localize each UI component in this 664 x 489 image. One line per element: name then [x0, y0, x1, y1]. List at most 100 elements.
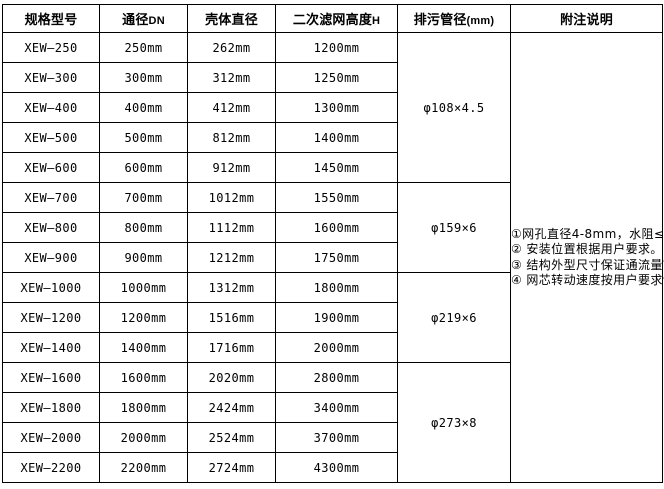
table-row: XEW—600 600mm 912mm 1450mm [2, 152, 663, 183]
cell-model: XEW—1200 [2, 302, 100, 333]
table-row: XEW—500 500mm 812mm 1400mm [2, 122, 663, 153]
table-row: XEW—250 250mm 262mm 1200mm φ108×4.5 ①网孔直径4-8m… [2, 32, 664, 483]
cell-height: 1400mm [275, 122, 398, 153]
cell-model: XEW—1600 [2, 362, 100, 393]
cell-height: 1200mm [275, 32, 398, 63]
cell-dn: 900mm [99, 242, 188, 273]
cell-height: 1900mm [275, 302, 398, 333]
column-header-model-label: 规格型号 [24, 12, 78, 27]
cell-shell: 2020mm [187, 362, 276, 393]
table-row: XEW—1200 1200mm 1516mm 1900mm [2, 302, 663, 333]
column-header-dn-label: 通径 [122, 12, 149, 27]
cell-model: XEW—700 [2, 182, 100, 213]
table-row: XEW—1000 1000mm 1312mm 1800mm φ219×6 [2, 272, 663, 363]
column-header-drain-sub: (mm) [466, 15, 495, 27]
column-header-shell-label: 壳体直径 [205, 12, 258, 27]
cell-height: 2800mm [275, 362, 398, 393]
header-row: 规格型号 通径DN 壳体直径 二次滤网高度H 排污管径(mm) 附注说明 [2, 4, 663, 33]
column-header-notes: 附注说明 [510, 4, 663, 33]
cell-shell: 1516mm [187, 302, 276, 333]
note-line: ③ 结构外型尺寸保证通流量前提下，按用户要求设计。 [511, 257, 664, 272]
cell-model: XEW—250 [2, 32, 100, 63]
cell-shell: 812mm [187, 122, 276, 153]
cell-height: 1300mm [275, 92, 398, 123]
cell-dn: 600mm [99, 152, 188, 183]
column-header-notes-label: 附注说明 [560, 12, 613, 27]
table-header: 规格型号 通径DN 壳体直径 二次滤网高度H 排污管径(mm) 附注说明 [2, 4, 663, 33]
specification-table: 规格型号 通径DN 壳体直径 二次滤网高度H 排污管径(mm) 附注说明 XEW… [2, 4, 664, 483]
cell-model: XEW—2000 [2, 422, 100, 453]
cell-model: XEW—300 [2, 62, 100, 93]
column-header-dn-sub: DN [148, 15, 165, 27]
cell-dn: 1200mm [99, 302, 188, 333]
cell-dn: 500mm [99, 122, 188, 153]
column-header-dn: 通径DN [99, 4, 188, 33]
table-row: XEW—900 900mm 1212mm 1750mm [2, 242, 663, 273]
cell-shell: 312mm [187, 62, 276, 93]
table-row: XEW—2200 2200mm 2724mm 4300mm [2, 452, 663, 483]
cell-shell: 2724mm [187, 452, 276, 483]
column-header-shell: 壳体直径 [187, 4, 276, 33]
column-header-height: 二次滤网高度H [275, 4, 398, 33]
column-header-height-sub: H [372, 15, 381, 27]
cell-shell: 1716mm [187, 332, 276, 363]
table-row: XEW—800 800mm 1112mm 1600mm [2, 212, 663, 243]
cell-shell: 262mm [187, 32, 276, 63]
cell-dn: 2200mm [99, 452, 188, 483]
cell-model: XEW—1000 [2, 272, 100, 303]
cell-dn: 250mm [99, 32, 188, 63]
cell-height: 4300mm [275, 452, 398, 483]
cell-drain-diameter: φ219×6 [397, 272, 511, 363]
cell-height: 1800mm [275, 272, 398, 303]
cell-model: XEW—900 [2, 242, 100, 273]
column-header-height-label: 二次滤网高度 [292, 12, 373, 27]
cell-dn: 700mm [99, 182, 188, 213]
cell-dn: 800mm [99, 212, 188, 243]
cell-shell: 912mm [187, 152, 276, 183]
cell-height: 1550mm [275, 182, 398, 213]
cell-model: XEW—2200 [2, 452, 100, 483]
cell-height: 1600mm [275, 212, 398, 243]
table-row: XEW—2000 2000mm 2524mm 3700mm [2, 422, 663, 453]
column-header-drain: 排污管径(mm) [397, 4, 511, 33]
cell-drain-diameter: φ108×4.5 [397, 32, 511, 183]
cell-dn: 300mm [99, 62, 188, 93]
cell-height: 1450mm [275, 152, 398, 183]
table-row: XEW—400 400mm 412mm 1300mm [2, 92, 663, 123]
cell-model: XEW—400 [2, 92, 100, 123]
cell-dn: 1400mm [99, 332, 188, 363]
cell-dn: 1600mm [99, 362, 188, 393]
table-row: XEW—300 300mm 312mm 1250mm [2, 62, 663, 93]
cell-height: 3400mm [275, 392, 398, 423]
cell-drain-diameter: φ273×8 [397, 362, 511, 483]
note-line: ①网孔直径4-8mm，水阻≤400mmH2O柱。 [511, 226, 664, 241]
cell-dn: 1000mm [99, 272, 188, 303]
column-header-model: 规格型号 [2, 4, 100, 33]
cell-shell: 1012mm [187, 182, 276, 213]
cell-model: XEW—1400 [2, 332, 100, 363]
table-row: XEW—1400 1400mm 1716mm 2000mm [2, 332, 663, 363]
cell-height: 1750mm [275, 242, 398, 273]
notes-block: ①网孔直径4-8mm，水阻≤400mmH2O柱。② 安装位置根据用户要求。③ 结… [511, 226, 664, 289]
cell-model: XEW—500 [2, 122, 100, 153]
cell-model: XEW—1800 [2, 392, 100, 423]
cell-height: 1250mm [275, 62, 398, 93]
cell-height: 3700mm [275, 422, 398, 453]
cell-dn: 400mm [99, 92, 188, 123]
cell-dn: 2000mm [99, 422, 188, 453]
cell-shell: 2524mm [187, 422, 276, 453]
table-row: XEW—1800 1800mm 2424mm 3400mm [2, 392, 663, 423]
table-row: XEW—700 700mm 1012mm 1550mm φ159×6 [2, 182, 663, 273]
cell-shell: 1112mm [187, 212, 276, 243]
cell-shell: 1212mm [187, 242, 276, 273]
cell-shell: 2424mm [187, 392, 276, 423]
column-header-drain-label: 排污管径 [413, 12, 467, 27]
cell-model: XEW—600 [2, 152, 100, 183]
cell-notes: ①网孔直径4-8mm，水阻≤400mmH2O柱。② 安装位置根据用户要求。③ 结… [510, 32, 664, 483]
cell-shell: 412mm [187, 92, 276, 123]
table-body: XEW—250 250mm 262mm 1200mm φ108×4.5 ①网孔直径4-8m… [2, 32, 664, 483]
cell-shell: 1312mm [187, 272, 276, 303]
note-line: ④ 网芯转动速度按用户要求设计。一般控制在8转/分钟以下。 [511, 273, 664, 287]
cell-height: 2000mm [275, 332, 398, 363]
cell-drain-diameter: φ159×6 [397, 182, 511, 273]
